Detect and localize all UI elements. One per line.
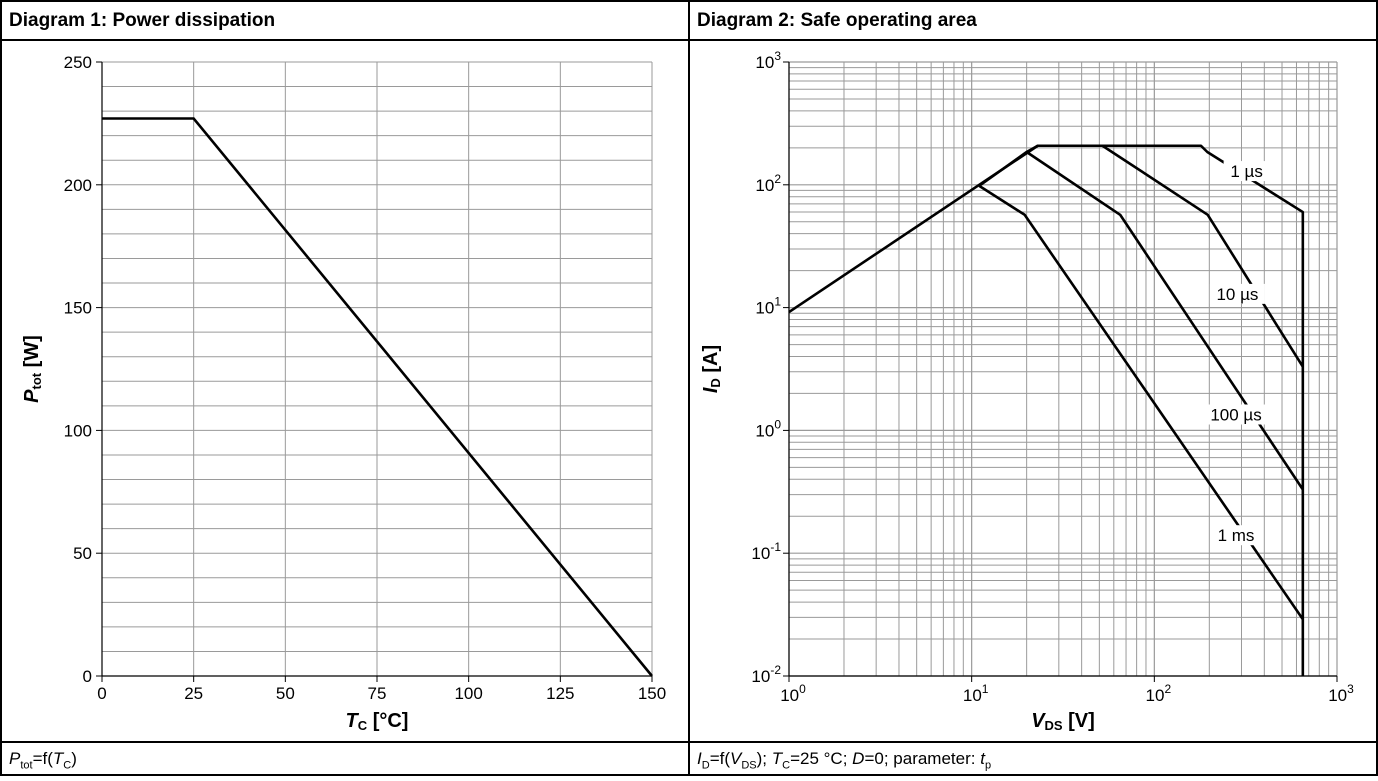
curve-label-3: 1 ms [1218, 526, 1255, 545]
soa-curve-1 [1026, 144, 1304, 368]
curve-label-1: 10 µs [1216, 285, 1258, 304]
caption-p-subscript: tot [20, 759, 33, 772]
y-tick-label: 10-1 [751, 540, 781, 563]
x-tick-label: 75 [368, 684, 387, 703]
caption-i-symbol: I [697, 749, 702, 768]
power-curve [102, 117, 654, 677]
x-tick-label: 102 [1146, 682, 1172, 705]
caption-t-subscript: C [782, 759, 791, 772]
y-tick-label: 102 [755, 172, 781, 195]
y-tick-label: 0 [83, 667, 92, 686]
caption-t-symbol: T [771, 749, 783, 768]
y-tick-label: 200 [64, 176, 92, 195]
caption-eq: =f( [709, 749, 730, 768]
x-tick-label: 50 [276, 684, 295, 703]
x-tick-label: 103 [1328, 682, 1354, 705]
y-tick-label: 100 [755, 417, 781, 440]
diagram-2-panel: Diagram 2: Safe operating area 10-2 10-1 1… [689, 0, 1378, 776]
curve-label-bg [1213, 525, 1260, 546]
y-axis-title: ID [A] [700, 345, 723, 393]
y-tick-label: 103 [755, 49, 781, 72]
diagram-1-caption: Ptot=f(TC) [2, 741, 688, 776]
diagram-1-title: Diagram 1: Power dissipation [2, 0, 688, 41]
x-tick-label: 150 [638, 684, 666, 703]
caption-eq: =f( [32, 749, 53, 768]
caption-text-1: ); [756, 749, 772, 768]
diagram-2-title: Diagram 2: Safe operating area [690, 0, 1376, 41]
caption-tp-subscript: p [984, 759, 992, 772]
caption-text-3: =0; parameter: [864, 749, 981, 768]
caption-p-symbol: P [9, 749, 21, 768]
y-tick-label: 150 [64, 299, 92, 318]
curve-label-0: 1 µs [1230, 162, 1262, 181]
x-tick-label: 100 [454, 684, 482, 703]
y-tick-label: 50 [73, 544, 92, 563]
soa-curve-3 [978, 184, 1304, 620]
y-axis-title: Ptot [W] [21, 335, 44, 403]
curve-label-2: 100 µs [1210, 405, 1261, 424]
x-tick-label: 25 [184, 684, 203, 703]
x-tick-label: 100 [780, 682, 806, 705]
caption-t-subscript: C [63, 759, 72, 772]
x-tick-label: 125 [546, 684, 574, 703]
y-tick-label: 250 [64, 53, 92, 72]
x-tick-label: 101 [963, 682, 989, 705]
caption-t-symbol: T [52, 749, 64, 768]
caption-tp-symbol: t [980, 749, 985, 768]
caption-close: ) [71, 749, 77, 768]
caption-text-2: =25 °C; [790, 749, 853, 768]
caption-v-subscript: DS [741, 759, 757, 772]
soa-curve-2 [978, 150, 1304, 491]
curve-label-bg [1209, 283, 1265, 304]
curve-label-bg [1204, 404, 1269, 425]
x-axis-title: TC [°C] [346, 710, 409, 733]
caption-d-symbol: D [852, 749, 865, 768]
diagram-1-panel: Diagram 1: Power dissipation 0 50 100 150 20… [0, 0, 689, 776]
safe-operating-area-chart: 10-2 10-1 100 101 102 103 100 101 102 103 1 µs 10 µ… [700, 49, 1354, 733]
diagram-2-caption: ID=f(VDS); TC=25 °C; D=0; parameter: tp [690, 741, 1376, 776]
plot-area: 10-2 10-1 100 101 102 103 100 101 102 103 1 µs 10 µ… [751, 49, 1354, 705]
curve-label-bg [1223, 161, 1270, 182]
y-tick-label: 10-2 [751, 663, 781, 686]
caption-v-symbol: V [730, 749, 742, 768]
x-axis-title: VDS [V] [1031, 710, 1095, 733]
x-tick-label: 0 [97, 684, 106, 703]
y-tick-label: 100 [64, 421, 92, 440]
y-tick-label: 101 [755, 295, 781, 318]
caption-i-subscript: D [701, 759, 710, 772]
power-dissipation-chart: 0 50 100 150 200 250 0 25 50 75 100 125 150 TC [°C] Pt… [21, 53, 667, 733]
plot-area: 0 50 100 150 200 250 0 25 50 75 100 125 150 [64, 53, 667, 703]
